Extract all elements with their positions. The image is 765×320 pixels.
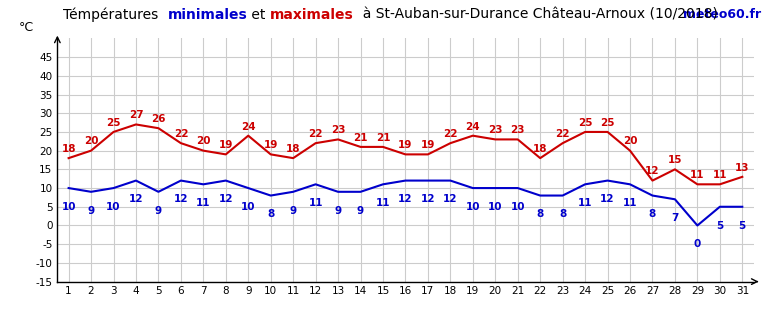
Text: 11: 11	[690, 170, 705, 180]
Text: 19: 19	[399, 140, 412, 150]
Text: 12: 12	[601, 195, 615, 204]
Text: 9: 9	[87, 206, 95, 216]
Text: 18: 18	[61, 144, 76, 154]
Text: 19: 19	[421, 140, 435, 150]
Text: 22: 22	[308, 129, 323, 139]
Text: 21: 21	[376, 133, 390, 143]
Text: 10: 10	[488, 202, 503, 212]
Text: 23: 23	[510, 125, 525, 135]
Text: 9: 9	[155, 206, 162, 216]
Text: 27: 27	[129, 110, 143, 120]
Text: 5: 5	[716, 221, 724, 231]
Text: 5: 5	[739, 221, 746, 231]
Text: 10: 10	[510, 202, 525, 212]
Text: 21: 21	[353, 133, 368, 143]
Text: 11: 11	[578, 198, 592, 208]
Text: 18: 18	[533, 144, 548, 154]
Text: 12: 12	[129, 195, 143, 204]
Text: 9: 9	[334, 206, 342, 216]
Text: 23: 23	[330, 125, 345, 135]
Text: °C: °C	[19, 21, 34, 34]
Text: 8: 8	[649, 209, 656, 220]
Text: 12: 12	[174, 195, 188, 204]
Text: minimales: minimales	[168, 8, 247, 22]
Text: 8: 8	[267, 209, 275, 220]
Text: 19: 19	[219, 140, 233, 150]
Text: 25: 25	[601, 118, 615, 128]
Text: 20: 20	[84, 136, 99, 147]
Text: 10: 10	[466, 202, 480, 212]
Text: 20: 20	[196, 136, 210, 147]
Text: 23: 23	[488, 125, 503, 135]
Text: 22: 22	[174, 129, 188, 139]
Text: 8: 8	[536, 209, 544, 220]
Text: 18: 18	[286, 144, 301, 154]
Text: 20: 20	[623, 136, 637, 147]
Text: 12: 12	[219, 195, 233, 204]
Text: 11: 11	[376, 198, 390, 208]
Text: 11: 11	[712, 170, 727, 180]
Text: 13: 13	[735, 163, 750, 173]
Text: 12: 12	[443, 195, 457, 204]
Text: maximales: maximales	[270, 8, 353, 22]
Text: 19: 19	[263, 140, 278, 150]
Text: 22: 22	[443, 129, 457, 139]
Text: 25: 25	[578, 118, 592, 128]
Text: 10: 10	[106, 202, 121, 212]
Text: 10: 10	[241, 202, 256, 212]
Text: 9: 9	[290, 206, 297, 216]
Text: 26: 26	[151, 114, 166, 124]
Text: 9: 9	[357, 206, 364, 216]
Text: 24: 24	[241, 122, 256, 132]
Text: 15: 15	[668, 155, 682, 165]
Text: meteo60.fr: meteo60.fr	[683, 8, 761, 21]
Text: 12: 12	[421, 195, 435, 204]
Text: 8: 8	[559, 209, 566, 220]
Text: 24: 24	[466, 122, 480, 132]
Text: 25: 25	[106, 118, 121, 128]
Text: 10: 10	[61, 202, 76, 212]
Text: 12: 12	[399, 195, 412, 204]
Text: et: et	[247, 8, 270, 22]
Text: 12: 12	[645, 166, 659, 176]
Text: 0: 0	[694, 239, 701, 249]
Text: 11: 11	[308, 198, 323, 208]
Text: Témpératures: Témpératures	[63, 8, 168, 22]
Text: 7: 7	[671, 213, 679, 223]
Text: 11: 11	[623, 198, 637, 208]
Text: 11: 11	[196, 198, 210, 208]
Text: 22: 22	[555, 129, 570, 139]
Text: à St-Auban-sur-Durance Château-Arnoux (10/2018): à St-Auban-sur-Durance Château-Arnoux (1…	[353, 8, 718, 22]
